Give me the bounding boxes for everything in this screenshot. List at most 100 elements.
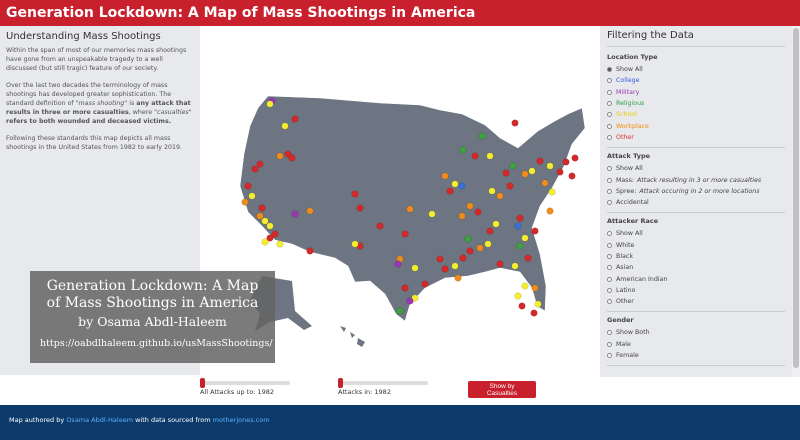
incident-dot[interactable]	[506, 182, 514, 190]
radio[interactable]	[607, 299, 612, 305]
incident-dot[interactable]	[562, 158, 570, 166]
incident-dot[interactable]	[451, 262, 459, 270]
incident-dot[interactable]	[502, 169, 510, 177]
incident-dot[interactable]	[441, 172, 449, 180]
incident-dot[interactable]	[428, 210, 436, 218]
incident-dot[interactable]	[351, 190, 359, 198]
radio-option[interactable]: Workplace	[607, 120, 785, 131]
incident-dot[interactable]	[266, 234, 274, 242]
incident-dot[interactable]	[458, 212, 466, 220]
incident-dot[interactable]	[466, 202, 474, 210]
incident-dot[interactable]	[474, 208, 482, 216]
radio[interactable]	[607, 123, 612, 129]
radio-option[interactable]: Black	[607, 251, 785, 262]
incident-dot[interactable]	[486, 152, 494, 160]
radio[interactable]	[607, 242, 612, 248]
incident-dot[interactable]	[241, 198, 249, 206]
radio[interactable]	[607, 177, 612, 183]
incident-dot[interactable]	[394, 260, 402, 268]
radio[interactable]	[607, 330, 612, 336]
incident-dot[interactable]	[291, 210, 299, 218]
incident-dot[interactable]	[516, 214, 524, 222]
radio-option[interactable]: Show Both	[607, 327, 785, 338]
incident-dot[interactable]	[476, 244, 484, 252]
incident-dot[interactable]	[514, 222, 522, 230]
incident-dot[interactable]	[256, 160, 264, 168]
radio-option[interactable]: Female	[607, 350, 785, 361]
incident-dot[interactable]	[492, 220, 500, 228]
radio[interactable]	[607, 78, 612, 84]
radio[interactable]	[607, 276, 612, 282]
incident-dot[interactable]	[244, 182, 252, 190]
incident-dot[interactable]	[281, 122, 289, 130]
incident-dot[interactable]	[514, 292, 522, 300]
radio[interactable]	[607, 188, 612, 194]
incident-dot[interactable]	[531, 284, 539, 292]
incident-dot[interactable]	[276, 152, 284, 160]
incident-dot[interactable]	[521, 234, 529, 242]
incident-dot[interactable]	[271, 230, 279, 238]
incident-dot[interactable]	[546, 207, 554, 215]
source-link[interactable]: motherjones.com	[212, 416, 270, 424]
incident-dot[interactable]	[406, 297, 414, 305]
incident-dot[interactable]	[556, 168, 564, 176]
incident-dot[interactable]	[351, 240, 359, 248]
radio-option[interactable]: Mass: Attack resulting in 3 or more casua…	[607, 174, 785, 185]
radio-option[interactable]: Spree: Attack occuring in 2 or more locat…	[607, 186, 785, 197]
radio-option[interactable]: Latino	[607, 285, 785, 296]
radio[interactable]	[607, 341, 612, 347]
incident-dot[interactable]	[454, 274, 462, 282]
incident-dot[interactable]	[251, 165, 259, 173]
incident-dot[interactable]	[496, 192, 504, 200]
incident-dot[interactable]	[451, 180, 459, 188]
incident-dot[interactable]	[459, 146, 467, 154]
incident-dot[interactable]	[284, 150, 292, 158]
radio[interactable]	[607, 287, 612, 293]
radio[interactable]	[607, 254, 612, 259]
incident-dot[interactable]	[248, 192, 256, 200]
radio-option[interactable]: School	[607, 109, 785, 120]
incident-dot[interactable]	[530, 309, 538, 317]
radio-option[interactable]: Religious	[607, 98, 785, 109]
incident-dot[interactable]	[531, 227, 539, 235]
incident-dot[interactable]	[488, 187, 496, 195]
casualties-button[interactable]: Show by Casualties	[468, 381, 536, 398]
incident-dot[interactable]	[411, 294, 419, 302]
incident-dot[interactable]	[484, 240, 492, 248]
incident-dot[interactable]	[548, 188, 556, 196]
radio-option[interactable]: College	[607, 75, 785, 86]
incident-dot[interactable]	[471, 152, 479, 160]
incident-dot[interactable]	[291, 115, 299, 123]
incident-dot[interactable]	[401, 230, 409, 238]
radio-option[interactable]: Military	[607, 87, 785, 98]
radio-option[interactable]: Other	[607, 296, 785, 307]
radio-option[interactable]: Show All	[607, 64, 785, 75]
radio-option[interactable]: Accidental	[607, 197, 785, 208]
incident-dot[interactable]	[258, 204, 266, 212]
incident-dot[interactable]	[421, 280, 429, 288]
incident-dot[interactable]	[568, 172, 576, 180]
incident-dot[interactable]	[256, 212, 264, 220]
radio-option[interactable]: Male	[607, 339, 785, 350]
radio-option[interactable]: Other	[607, 132, 785, 143]
incident-dot[interactable]	[571, 154, 579, 162]
incident-dot[interactable]	[541, 179, 549, 187]
incident-dot[interactable]	[376, 222, 384, 230]
incident-dot[interactable]	[528, 167, 536, 175]
radio[interactable]	[607, 112, 612, 118]
incident-dot[interactable]	[459, 254, 467, 262]
incident-dot[interactable]	[486, 227, 494, 235]
incident-dot[interactable]	[401, 284, 409, 292]
incident-dot[interactable]	[509, 162, 517, 170]
incident-dot[interactable]	[288, 154, 296, 162]
incident-dot[interactable]	[406, 205, 414, 213]
slider[interactable]	[338, 378, 428, 388]
incident-dot[interactable]	[511, 262, 519, 270]
incident-dot[interactable]	[516, 242, 524, 250]
incident-dot[interactable]	[518, 302, 526, 310]
radio-option[interactable]: Show All	[607, 228, 785, 239]
incident-dot[interactable]	[524, 254, 532, 262]
incident-dot[interactable]	[511, 119, 519, 127]
incident-dot[interactable]	[261, 238, 269, 246]
incident-dot[interactable]	[306, 247, 314, 255]
